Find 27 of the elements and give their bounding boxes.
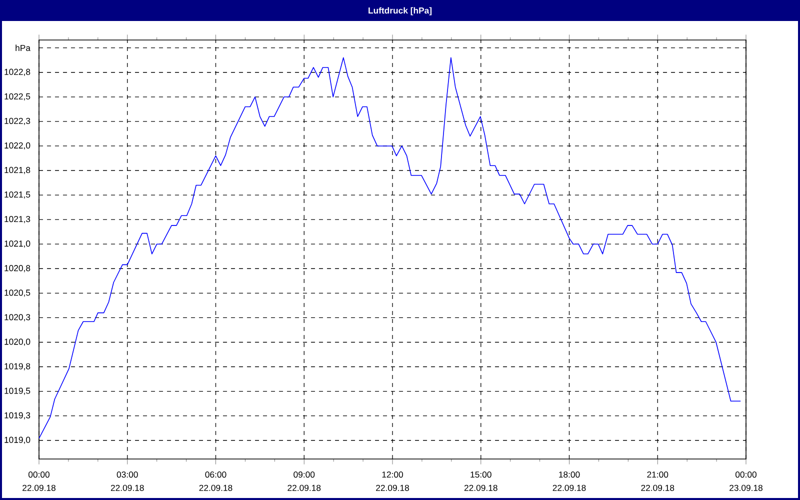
y-tick-label: 1022,3 bbox=[4, 118, 30, 126]
x-tick-label: 12:00 22.09.18 bbox=[376, 471, 409, 491]
x-tick-label: 00:00 23.09.18 bbox=[730, 471, 762, 491]
y-tick-label: 1019,0 bbox=[4, 436, 30, 444]
y-tick-label: 1021,0 bbox=[4, 240, 30, 248]
y-tick-label: 1021,5 bbox=[4, 191, 30, 199]
y-tick-label: 1019,5 bbox=[4, 388, 30, 395]
x-tick-label: 21:00 22.09.18 bbox=[641, 471, 674, 491]
y-tick-label: hPa bbox=[16, 44, 30, 52]
y-tick-label: 1021,3 bbox=[4, 216, 30, 224]
y-tick-label: 1020,0 bbox=[4, 338, 30, 346]
x-tick-label: 18:00 22.09.18 bbox=[552, 471, 586, 491]
y-tick-label: 1019,3 bbox=[4, 412, 30, 420]
y-tick-label: 1021,8 bbox=[4, 166, 30, 174]
x-tick-label: 00:00 22.09.18 bbox=[22, 471, 56, 491]
x-tick-label: 09:00 22.09.18 bbox=[288, 471, 321, 491]
y-tick-label: 1022,0 bbox=[4, 142, 30, 150]
y-tick-label: 1020,3 bbox=[4, 314, 30, 322]
y-tick-label: 1019,8 bbox=[4, 363, 30, 370]
x-tick-label: 03:00 22.09.18 bbox=[110, 471, 144, 491]
y-tick-label: 1022,8 bbox=[4, 68, 30, 76]
y-tick-label: 1020,5 bbox=[4, 290, 30, 297]
y-tick-label: 1020,8 bbox=[4, 265, 30, 272]
chart-title: Luftdruck [hPa] bbox=[368, 7, 432, 16]
y-tick-label: 1022,5 bbox=[4, 93, 30, 100]
x-tick-label: 15:00 22.09.18 bbox=[464, 471, 498, 491]
x-tick-label: 06:00 22.09.18 bbox=[199, 471, 232, 491]
